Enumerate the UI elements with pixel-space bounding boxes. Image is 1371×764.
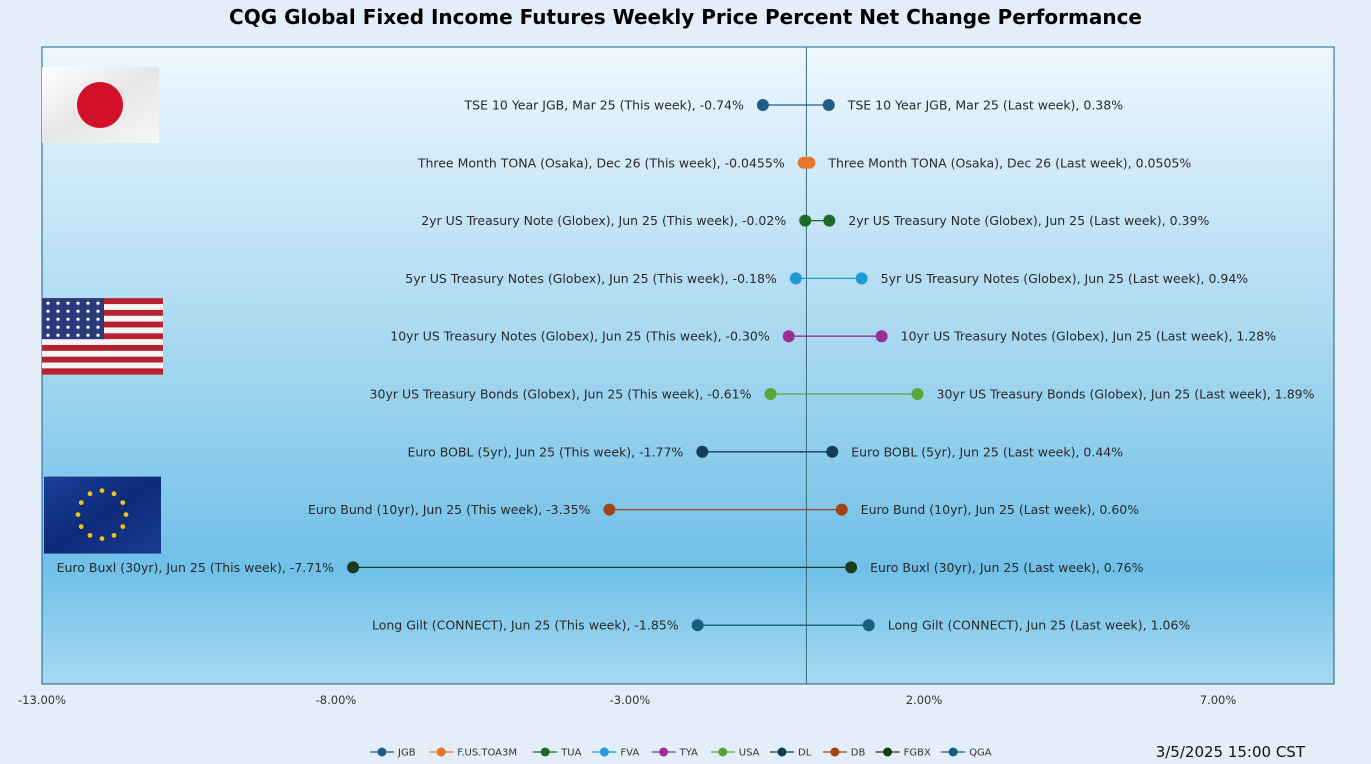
last-week-label: Long Gilt (CONNECT), Jun 25 (Last week),… (888, 618, 1191, 633)
last-week-point[interactable] (911, 388, 924, 400)
legend-marker (659, 747, 669, 757)
legend-item[interactable]: FGBX (875, 747, 931, 759)
last-week-point[interactable] (855, 272, 868, 285)
this-week-label: Euro Buxl (30yr), Jun 25 (This week), -7… (57, 560, 335, 575)
series-tua: 2yr US Treasury Note (Globex), Jun 25 (T… (421, 213, 1209, 228)
this-week-point[interactable] (799, 214, 812, 227)
last-week-label: Euro BOBL (5yr), Jun 25 (Last week), 0.4… (851, 444, 1123, 459)
timestamp: 3/5/2025 15:00 CST (1155, 743, 1305, 761)
last-week-point[interactable] (835, 503, 848, 516)
last-week-label: TSE 10 Year JGB, Mar 25 (Last week), 0.3… (847, 98, 1123, 113)
series-jgb: TSE 10 Year JGB, Mar 25 (This week), -0.… (464, 98, 1124, 113)
this-week-point[interactable] (603, 503, 616, 516)
x-tick-label: -13.00% (18, 693, 66, 707)
this-week-label: 30yr US Treasury Bonds (Globex), Jun 25 … (370, 387, 752, 402)
legend-item[interactable]: F.US.TOA3M (429, 747, 517, 759)
legend-marker (883, 747, 893, 757)
legend-label: DB (851, 748, 866, 759)
last-week-label: Three Month TONA (Osaka), Dec 26 (Last w… (827, 155, 1191, 170)
this-week-point[interactable] (756, 99, 769, 111)
flag-eu-icon (44, 476, 161, 554)
legend-item[interactable]: USA (710, 747, 760, 759)
legend-item[interactable]: DL (770, 747, 812, 759)
series-fva: 5yr US Treasury Notes (Globex), Jun 25 (… (405, 271, 1248, 286)
legend: JGB F.US.TOA3M TUA FVA TYA USA DL DB FGBX QGA (370, 747, 992, 759)
legend-item[interactable]: TYA (651, 747, 698, 759)
flags-layer (42, 67, 163, 554)
last-week-label: 10yr US Treasury Notes (Globex), Jun 25 … (901, 329, 1277, 344)
this-week-point[interactable] (347, 561, 360, 574)
flag-usa-icon (42, 298, 163, 375)
legend-marker (540, 747, 550, 757)
last-week-point[interactable] (875, 330, 888, 343)
this-week-label: Three Month TONA (Osaka), Dec 26 (This w… (417, 155, 785, 170)
this-week-label: 2yr US Treasury Note (Globex), Jun 25 (T… (421, 213, 786, 228)
legend-label: TUA (560, 748, 581, 759)
legend-item[interactable]: FVA (592, 747, 639, 759)
legend-marker (718, 747, 728, 757)
x-tick-label: 7.00% (1200, 693, 1237, 707)
last-week-label: Euro Bund (10yr), Jun 25 (Last week), 0.… (861, 502, 1140, 517)
legend-label: JGB (397, 748, 416, 759)
series-usa: 30yr US Treasury Bonds (Globex), Jun 25 … (370, 387, 1315, 402)
last-week-label: Euro Buxl (30yr), Jun 25 (Last week), 0.… (870, 560, 1144, 575)
this-week-label: Long Gilt (CONNECT), Jun 25 (This week),… (372, 618, 679, 633)
legend-item[interactable]: DB (822, 747, 866, 759)
this-week-label: 5yr US Treasury Notes (Globex), Jun 25 (… (405, 271, 777, 286)
plot-area (41, 46, 1335, 685)
last-week-label: 5yr US Treasury Notes (Globex), Jun 25 (… (881, 271, 1249, 286)
series-dl: Euro BOBL (5yr), Jun 25 (This week), -1.… (407, 444, 1123, 459)
legend-marker (599, 747, 609, 757)
this-week-label: TSE 10 Year JGB, Mar 25 (This week), -0.… (464, 98, 744, 113)
legend-label: QGA (969, 748, 992, 759)
last-week-point[interactable] (822, 99, 835, 111)
last-week-point[interactable] (845, 561, 858, 574)
x-tick-label: 2.00% (906, 693, 943, 707)
flag-japan-icon (42, 67, 159, 143)
this-week-point[interactable] (764, 388, 777, 400)
this-week-label: Euro BOBL (5yr), Jun 25 (This week), -1.… (407, 444, 683, 459)
legend-item[interactable]: QGA (941, 747, 992, 759)
last-week-point[interactable] (823, 214, 836, 227)
this-week-point[interactable] (782, 330, 795, 343)
legend-label: TYA (679, 748, 698, 759)
legend-marker (377, 747, 387, 757)
legend-label: FVA (620, 748, 639, 759)
last-week-point[interactable] (862, 619, 875, 632)
series-f-us-toa3m: Three Month TONA (Osaka), Dec 26 (This w… (417, 155, 1192, 170)
legend-label: F.US.TOA3M (457, 748, 517, 759)
x-tick-label: -8.00% (316, 693, 357, 707)
legend-label: USA (739, 748, 760, 759)
rows-layer: TSE 10 Year JGB, Mar 25 (This week), -0.… (57, 98, 1315, 633)
x-tick-label: -3.00% (610, 693, 651, 707)
chart-title: CQG Global Fixed Income Futures Weekly P… (229, 5, 1142, 29)
this-week-point[interactable] (789, 272, 802, 285)
legend-item[interactable]: JGB (370, 747, 416, 759)
legend-label: DL (798, 748, 812, 759)
last-week-point[interactable] (803, 156, 816, 169)
legend-marker (830, 747, 840, 757)
this-week-point[interactable] (691, 619, 704, 632)
legend-item[interactable]: TUA (533, 747, 582, 759)
series-qga: Long Gilt (CONNECT), Jun 25 (This week),… (372, 618, 1190, 633)
this-week-label: Euro Bund (10yr), Jun 25 (This week), -3… (308, 502, 591, 517)
x-axis-ticks: -13.00% -8.00% -3.00% 2.00% 7.00% (18, 693, 1236, 707)
legend-label: FGBX (904, 748, 931, 759)
series-tya: 10yr US Treasury Notes (Globex), Jun 25 … (390, 329, 1276, 344)
last-week-label: 2yr US Treasury Note (Globex), Jun 25 (L… (848, 213, 1209, 228)
series-db: Euro Bund (10yr), Jun 25 (This week), -3… (308, 502, 1139, 517)
last-week-point[interactable] (826, 445, 839, 458)
series-fgbx: Euro Buxl (30yr), Jun 25 (This week), -7… (57, 560, 1144, 575)
legend-marker (436, 747, 446, 757)
this-week-label: 10yr US Treasury Notes (Globex), Jun 25 … (390, 329, 770, 344)
this-week-point[interactable] (696, 445, 709, 458)
last-week-label: 30yr US Treasury Bonds (Globex), Jun 25 … (937, 387, 1315, 402)
legend-marker (777, 747, 787, 757)
legend-marker (948, 747, 958, 757)
